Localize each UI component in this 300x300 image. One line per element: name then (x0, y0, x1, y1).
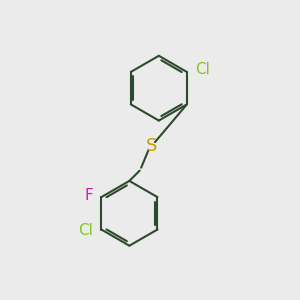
Text: Cl: Cl (195, 62, 210, 77)
Text: S: S (146, 136, 157, 154)
Text: F: F (84, 188, 93, 203)
Text: Cl: Cl (78, 224, 93, 238)
